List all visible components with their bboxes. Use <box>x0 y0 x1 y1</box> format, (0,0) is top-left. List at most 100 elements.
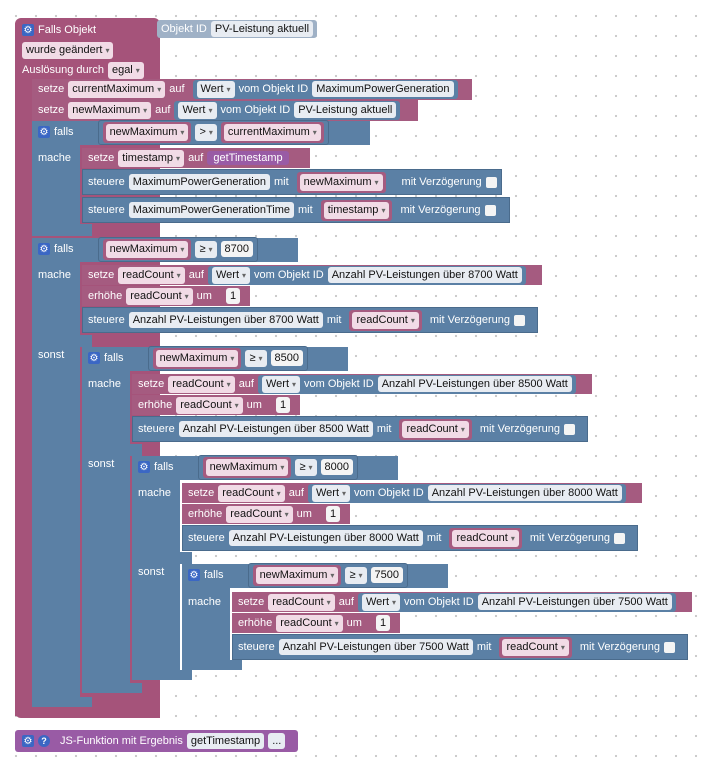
variable-get[interactable]: readCount ▾ <box>349 309 422 331</box>
chevron-down-icon: ▾ <box>157 84 162 94</box>
variable-get[interactable]: newMaximum ▾ <box>152 347 242 369</box>
trigger-by-label: Auslösung durch <box>22 64 104 76</box>
delay-checkbox[interactable] <box>485 176 497 188</box>
variable-get[interactable]: readCount ▾ <box>399 418 472 440</box>
operator-dropdown[interactable]: ≥ ▾ <box>245 349 267 367</box>
variable-dropdown[interactable]: currentMaximum ▾ <box>68 80 166 98</box>
variable-get[interactable]: readCount ▾ <box>449 527 522 549</box>
chevron-down-icon: ▾ <box>330 570 335 580</box>
object-id-field[interactable]: Anzahl PV-Leistungen über 8000 Watt <box>228 530 423 546</box>
variable-dropdown[interactable]: readCount ▾ <box>218 484 285 502</box>
operator-dropdown[interactable]: > ▾ <box>195 123 217 141</box>
delay-checkbox[interactable] <box>563 423 575 435</box>
get-timestamp-call[interactable]: getTimestamp <box>207 151 289 165</box>
delay-checkbox[interactable] <box>613 532 625 544</box>
wert-dropdown[interactable]: Wert ▾ <box>361 593 401 611</box>
operator-dropdown[interactable]: ≥ ▾ <box>295 458 317 476</box>
gear-icon[interactable]: ⚙ <box>188 569 200 581</box>
object-id-field[interactable]: Anzahl PV-Leistungen über 8500 Watt <box>178 421 373 437</box>
number-input[interactable]: 8500 <box>270 350 303 366</box>
compare-block[interactable]: newMaximum ▾ > ▾ currentMaximum ▾ <box>97 119 329 145</box>
number-input[interactable]: 8000 <box>320 459 353 475</box>
compare-block[interactable]: newMaximum ▾ ≥ ▾ 8000 <box>197 454 358 480</box>
wert-dropdown[interactable]: Wert ▾ <box>261 375 301 393</box>
auf-label: auf <box>288 487 304 499</box>
wert-dropdown[interactable]: Wert ▾ <box>196 80 235 98</box>
trigger-by-dropdown[interactable]: egal ▾ <box>107 61 144 79</box>
object-id-field[interactable]: MaximumPowerGeneration <box>128 174 270 190</box>
get-value-block[interactable]: Wert ▾ vom Objekt ID Anzahl PV-Leistungen… <box>307 483 626 503</box>
compare-block[interactable]: newMaximum ▾ ≥ ▾ 7500 <box>247 562 408 588</box>
setze-label: setze <box>38 83 65 95</box>
object-id-input[interactable]: Objekt ID PV-Leistung aktuell <box>157 20 318 38</box>
variable-dropdown[interactable]: readCount ▾ <box>226 505 293 523</box>
number-input[interactable]: 1 <box>225 288 241 304</box>
gear-icon[interactable]: ⚙ <box>22 735 34 747</box>
delay-label: mit Verzögerung <box>529 532 610 544</box>
gear-icon[interactable]: ⚙ <box>88 352 100 364</box>
get-value-block[interactable]: Wert ▾ vom Objekt ID Anzahl PV-Leistungen… <box>357 592 676 612</box>
variable-get[interactable]: newMaximum ▾ <box>202 456 292 478</box>
operator-dropdown[interactable]: ≥ ▾ <box>345 566 367 584</box>
variable-dropdown[interactable]: readCount ▾ <box>268 593 335 611</box>
object-id-field[interactable]: Anzahl PV-Leistungen über 8700 Watt <box>128 312 323 328</box>
variable-get[interactable]: readCount ▾ <box>499 636 572 658</box>
steuere-label: steuere <box>238 641 275 653</box>
gear-icon[interactable]: ⚙ <box>22 24 34 36</box>
gear-icon[interactable]: ⚙ <box>38 126 50 138</box>
object-id-field[interactable]: Anzahl PV-Leistungen über 8500 Watt <box>377 376 572 392</box>
setze-label: setze <box>138 378 165 390</box>
number-input[interactable]: 1 <box>375 615 391 631</box>
object-id-field[interactable]: PV-Leistung aktuell <box>294 102 397 118</box>
number-input[interactable]: 1 <box>275 397 291 413</box>
function-name-field[interactable]: getTimestamp <box>186 733 265 749</box>
object-id-field[interactable]: Anzahl PV-Leistungen über 8000 Watt <box>427 485 622 501</box>
variable-get[interactable]: newMaximum ▾ <box>296 171 386 193</box>
chevron-down-icon: ▾ <box>135 65 140 75</box>
variable-dropdown[interactable]: readCount ▾ <box>118 266 185 284</box>
um-label: um <box>246 399 262 411</box>
get-value-block[interactable]: Wert ▾ vom Objekt ID PV-Leistung aktuell <box>174 100 401 120</box>
object-id-field[interactable]: MaximumPowerGeneration <box>312 81 454 97</box>
variable-get[interactable]: currentMaximum ▾ <box>220 121 324 143</box>
chevron-down-icon: ▾ <box>226 379 231 389</box>
chevron-down-icon: ▾ <box>358 570 363 580</box>
gear-icon[interactable]: ⚙ <box>38 243 50 255</box>
delay-checkbox[interactable] <box>484 204 496 216</box>
variable-dropdown[interactable]: readCount ▾ <box>176 396 243 414</box>
wert-dropdown[interactable]: Wert ▾ <box>178 101 217 119</box>
variable-dropdown[interactable]: readCount ▾ <box>276 614 343 632</box>
compare-block[interactable]: newMaximum ▾ ≥ ▾ 8700 <box>97 236 258 262</box>
delay-checkbox[interactable] <box>513 314 525 326</box>
number-input[interactable]: 1 <box>325 506 341 522</box>
variable-get[interactable]: newMaximum ▾ <box>102 121 192 143</box>
wert-dropdown[interactable]: Wert ▾ <box>211 266 251 284</box>
delay-checkbox[interactable] <box>663 641 675 653</box>
trigger-dropdown[interactable]: wurde geändert ▾ <box>22 41 114 59</box>
get-value-block[interactable]: Wert ▾ vom Objekt ID Anzahl PV-Leistungen… <box>207 265 526 285</box>
object-id-field[interactable]: Anzahl PV-Leistungen über 8700 Watt <box>327 267 522 283</box>
wert-dropdown[interactable]: Wert ▾ <box>311 484 351 502</box>
variable-dropdown[interactable]: readCount ▾ <box>126 287 193 305</box>
variable-get[interactable]: newMaximum ▾ <box>252 564 342 586</box>
object-id-field[interactable]: Anzahl PV-Leistungen über 7500 Watt <box>477 594 672 610</box>
object-id-field[interactable]: MaximumPowerGenerationTime <box>128 202 295 218</box>
object-id-label: Objekt ID <box>161 23 207 35</box>
variable-get[interactable]: newMaximum ▾ <box>102 238 192 260</box>
object-id-field[interactable]: Anzahl PV-Leistungen über 7500 Watt <box>278 639 473 655</box>
variable-dropdown[interactable]: timestamp ▾ <box>118 149 185 167</box>
operator-dropdown[interactable]: ≥ ▾ <box>195 240 217 258</box>
variable-dropdown[interactable]: newMaximum ▾ <box>68 101 152 119</box>
help-icon[interactable]: ? <box>38 735 50 747</box>
get-value-block[interactable]: Wert ▾ vom Objekt ID MaximumPowerGenerati… <box>192 79 458 99</box>
compare-block[interactable]: newMaximum ▾ ≥ ▾ 8500 <box>147 345 308 371</box>
number-input[interactable]: 8700 <box>220 241 253 257</box>
object-id-value[interactable]: PV-Leistung aktuell <box>210 21 314 37</box>
get-value-block[interactable]: Wert ▾ vom Objekt ID Anzahl PV-Leistungen… <box>257 374 576 394</box>
more-button[interactable]: ... <box>268 733 286 749</box>
gear-icon[interactable]: ⚙ <box>138 461 150 473</box>
variable-get[interactable]: timestamp ▾ <box>320 199 393 221</box>
if-block-4-footer <box>132 670 192 680</box>
variable-dropdown[interactable]: readCount ▾ <box>168 375 235 393</box>
number-input[interactable]: 7500 <box>370 567 403 583</box>
